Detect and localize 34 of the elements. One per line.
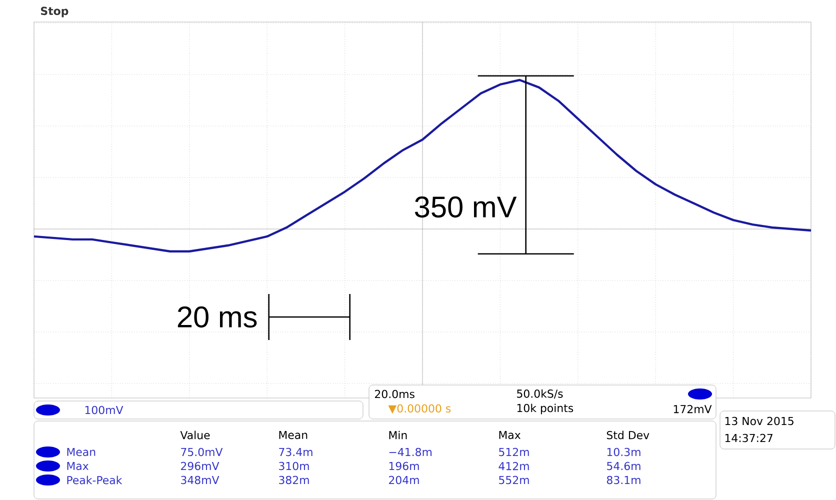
text: 412m [498,462,529,470]
text: 296mV [181,462,220,470]
text: Std Dev [606,430,650,440]
text: Max [499,430,521,440]
text: 13 Nov 2015 [725,416,794,426]
text: 100mV [85,406,124,414]
text: Mean [279,430,308,440]
text: 50.0kS/s [517,389,563,399]
text: Mean [67,448,96,456]
text: 172mV [674,404,712,414]
text: 348mV [181,476,220,484]
text: 10k points [517,404,574,414]
text: 14:37:27 [725,434,772,442]
annotation: 350 mV [414,196,517,218]
text: 512m [499,448,529,456]
text: 83.1m [606,476,640,484]
text: 382m [279,476,309,484]
text: 20 ms [178,306,257,328]
text: 73.4m [279,448,312,456]
text: 196m [389,462,419,470]
text: Max [67,462,88,470]
text: 552m [499,476,529,484]
text: 10.3m [607,448,640,456]
text: 20.0ms [375,390,414,398]
text: 75.0mV [181,448,223,456]
text: 204m [389,476,419,484]
text: Min [389,430,407,440]
text: ▼0.00000 s [388,404,451,414]
text: 310m [279,462,309,470]
text: Stop [40,6,68,18]
text: Value [180,430,210,440]
text: 54.6m [607,462,640,470]
text: −41.8m [389,448,432,456]
text: Peak-Peak [67,476,122,484]
